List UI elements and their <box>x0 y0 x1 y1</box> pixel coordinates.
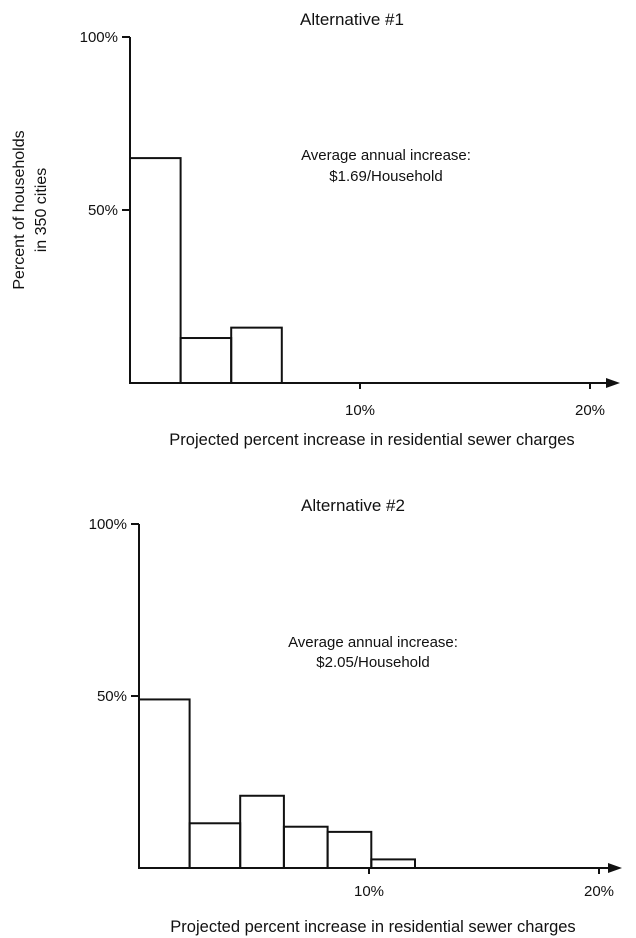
y-tick-label: 50% <box>88 202 118 219</box>
y-axis-label-line-1: Percent of households <box>11 130 28 289</box>
histogram-bar <box>179 337 233 384</box>
x-axis-label: Projected percent increase in residentia… <box>169 431 574 449</box>
x-tick-label: 10% <box>354 883 384 900</box>
histogram-bar <box>326 830 373 870</box>
annotation-line-1: Average annual increase: <box>288 634 458 651</box>
histogram-bar <box>129 157 182 384</box>
chart-title: Alternative #2 <box>301 496 405 515</box>
annotation-line-1: Average annual increase: <box>301 147 471 164</box>
histogram-bar <box>239 794 285 870</box>
chart-alternative-1: Alternative #1 Percent of households in … <box>11 10 620 449</box>
y-axis-label-line-2: in 350 cities <box>33 168 50 253</box>
annotation-line-2: $2.05/Household <box>316 654 429 671</box>
x-axis-label: Projected percent increase in residentia… <box>170 918 575 936</box>
x-tick-label: 20% <box>584 883 614 900</box>
histogram-bar <box>188 822 242 870</box>
y-tick-label: 100% <box>89 516 127 533</box>
x-axis-arrowhead <box>606 378 620 388</box>
y-tick-label: 50% <box>97 688 127 705</box>
chart-alternative-2: Alternative #2 Average annual increase: … <box>89 496 622 936</box>
annotation-line-2: $1.69/Household <box>329 168 442 185</box>
x-axis-arrowhead <box>608 863 622 873</box>
y-tick-label: 100% <box>80 29 118 46</box>
histogram-bar <box>370 858 416 870</box>
x-tick-label: 10% <box>345 402 375 419</box>
histogram-bar <box>138 698 191 869</box>
histogram-bar <box>282 825 329 869</box>
histogram-bar <box>230 326 283 385</box>
chart-title: Alternative #1 <box>300 10 404 29</box>
x-tick-label: 20% <box>575 402 605 419</box>
